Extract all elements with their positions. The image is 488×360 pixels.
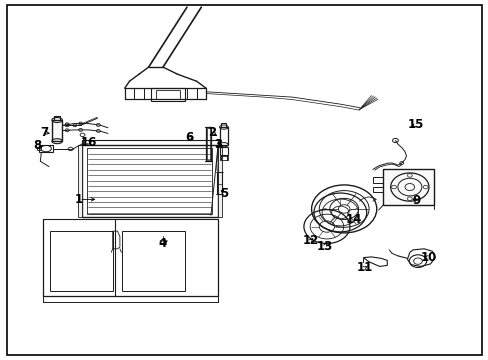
Text: 3: 3 (214, 138, 222, 151)
Text: 11: 11 (356, 261, 373, 274)
Bar (81, 145, 218, 217)
Text: 9: 9 (411, 194, 419, 207)
Text: 16: 16 (81, 136, 97, 149)
Text: 12: 12 (302, 234, 318, 247)
Bar (52, 120, 62, 141)
Text: 10: 10 (420, 251, 436, 264)
Bar (219, 147, 228, 154)
Bar (156, 90, 180, 99)
Text: 7: 7 (40, 126, 48, 139)
Text: 13: 13 (316, 240, 332, 253)
Bar (217, 172, 222, 194)
Text: 8: 8 (33, 139, 41, 152)
Bar (218, 145, 222, 217)
Bar (206, 127, 210, 161)
Bar (50, 231, 112, 291)
Text: 14: 14 (345, 213, 361, 226)
Bar (383, 170, 433, 205)
Text: 6: 6 (185, 131, 193, 144)
Bar (87, 148, 212, 213)
Bar (372, 177, 383, 183)
Bar (151, 88, 184, 100)
Text: 1: 1 (75, 193, 83, 206)
Bar (207, 128, 209, 159)
Text: 4: 4 (159, 237, 167, 250)
Bar (122, 231, 184, 291)
Bar (372, 187, 383, 192)
Bar (78, 145, 81, 217)
Bar (219, 156, 228, 159)
Bar (40, 145, 53, 153)
Text: 2: 2 (207, 126, 216, 139)
Bar (37, 147, 41, 150)
Text: 15: 15 (407, 118, 424, 131)
Text: 5: 5 (220, 187, 228, 200)
Bar (219, 127, 228, 145)
